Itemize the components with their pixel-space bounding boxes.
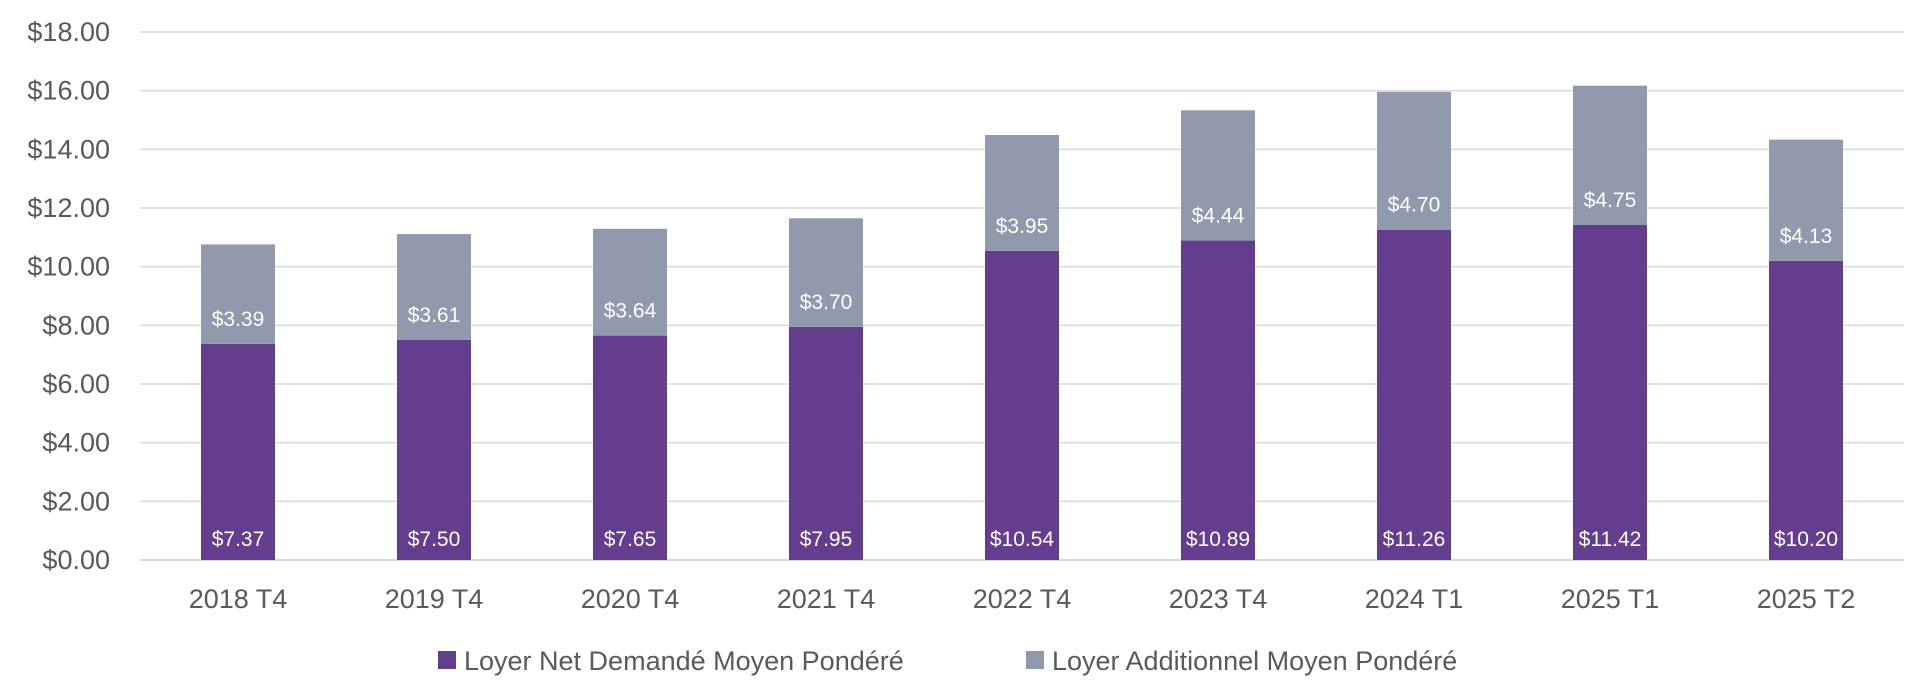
x-tick-label: 2021 T4 bbox=[777, 584, 876, 614]
data-label: $3.61 bbox=[408, 304, 461, 327]
x-tick-label: 2022 T4 bbox=[973, 584, 1072, 614]
bar-segment-net-rent bbox=[1377, 229, 1451, 560]
bars: $7.37 $3.39 $7.50 $3.61 $7.65 $3.64 $7.95 $3.70… bbox=[201, 85, 1843, 560]
y-tick-label: $16.00 bbox=[27, 76, 110, 106]
data-label: $4.13 bbox=[1780, 225, 1833, 248]
data-label: $11.26 bbox=[1383, 528, 1446, 551]
bar-segment-additional-rent bbox=[1573, 85, 1647, 226]
data-label: $3.64 bbox=[604, 300, 657, 323]
data-label: $3.39 bbox=[212, 308, 265, 331]
data-label: $10.20 bbox=[1774, 528, 1838, 551]
y-tick-label: $12.00 bbox=[27, 193, 110, 223]
y-tick-label: $10.00 bbox=[27, 252, 110, 282]
bar-segment-additional-rent bbox=[397, 234, 471, 340]
legend: Loyer Net Demandé Moyen Pondéré Loyer Add… bbox=[438, 646, 1457, 676]
legend-label: Loyer Net Demandé Moyen Pondéré bbox=[464, 646, 904, 676]
bar-segment-additional-rent bbox=[1769, 139, 1843, 261]
x-tick-label: 2023 T4 bbox=[1169, 584, 1268, 614]
bar-segment-net-rent bbox=[1181, 240, 1255, 560]
x-axis-tick-labels: 2018 T4 2019 T4 2020 T4 2021 T4 2022 T4 2023 … bbox=[189, 584, 1856, 614]
bar-segment-net-rent bbox=[789, 326, 863, 560]
y-axis-tick-labels: $0.00 $2.00 $4.00 $6.00 $8.00 $10.00 $12.00 $14… bbox=[27, 17, 110, 575]
bar-segment-net-rent bbox=[397, 340, 471, 560]
bar-segment-net-rent bbox=[1769, 260, 1843, 560]
bar-segment-additional-rent bbox=[593, 228, 667, 336]
data-label: $4.44 bbox=[1192, 205, 1245, 228]
data-label: $4.70 bbox=[1388, 194, 1441, 217]
bar-segment-net-rent bbox=[1573, 225, 1647, 560]
bar-segment-net-rent bbox=[985, 250, 1059, 560]
bar-segment-additional-rent bbox=[985, 134, 1059, 251]
data-label: $3.95 bbox=[996, 215, 1049, 238]
data-label: $10.89 bbox=[1186, 528, 1250, 551]
y-tick-label: $6.00 bbox=[42, 369, 110, 399]
y-tick-label: $18.00 bbox=[27, 17, 110, 47]
bar-segment-additional-rent bbox=[1181, 110, 1255, 241]
legend-label: Loyer Additionnel Moyen Pondéré bbox=[1052, 646, 1457, 676]
y-tick-label: $0.00 bbox=[42, 545, 110, 575]
legend-swatch bbox=[438, 651, 456, 669]
x-tick-label: 2019 T4 bbox=[385, 584, 484, 614]
data-label: $3.70 bbox=[800, 291, 853, 314]
data-label: $10.54 bbox=[990, 528, 1055, 551]
data-label: $11.42 bbox=[1579, 528, 1642, 551]
x-tick-label: 2024 T1 bbox=[1365, 584, 1464, 614]
bar-segment-additional-rent bbox=[1377, 91, 1451, 230]
bar-segment-net-rent bbox=[201, 343, 275, 560]
data-label: $7.50 bbox=[408, 528, 461, 551]
x-tick-label: 2025 T1 bbox=[1561, 584, 1660, 614]
x-tick-label: 2020 T4 bbox=[581, 584, 680, 614]
bar-segment-additional-rent bbox=[201, 244, 275, 344]
x-tick-label: 2018 T4 bbox=[189, 584, 288, 614]
data-label: $7.37 bbox=[212, 528, 265, 551]
legend-swatch bbox=[1026, 651, 1044, 669]
x-tick-label: 2025 T2 bbox=[1757, 584, 1856, 614]
bar-segment-net-rent bbox=[593, 335, 667, 560]
bar-segment-additional-rent bbox=[789, 218, 863, 327]
y-tick-label: $14.00 bbox=[27, 134, 110, 164]
y-tick-label: $2.00 bbox=[42, 486, 110, 516]
data-label: $7.95 bbox=[800, 528, 853, 551]
y-tick-label: $4.00 bbox=[42, 428, 110, 458]
data-label: $7.65 bbox=[604, 528, 657, 551]
y-tick-label: $8.00 bbox=[42, 310, 110, 340]
data-label: $4.75 bbox=[1584, 189, 1637, 212]
